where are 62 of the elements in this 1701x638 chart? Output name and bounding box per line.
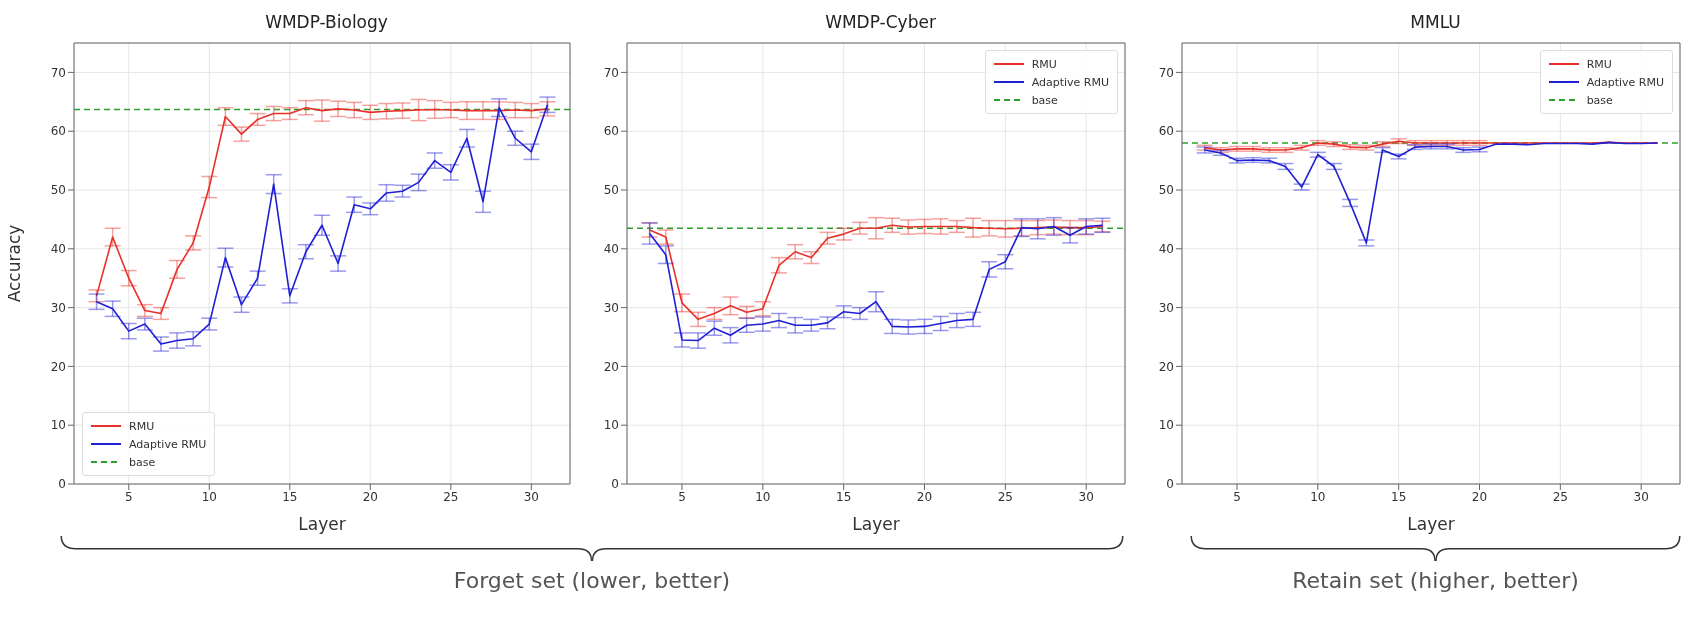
legend-label: Adaptive RMU — [1586, 75, 1664, 89]
y-tick-label: 0 — [58, 477, 66, 492]
y-tick-label: 30 — [1158, 300, 1174, 315]
legend-label: Adaptive RMU — [1031, 75, 1109, 89]
legend-label: RMU — [1031, 57, 1057, 71]
y-tick-label: 30 — [50, 300, 66, 315]
y-tick-label: 60 — [603, 124, 619, 139]
x-tick-label: 15 — [836, 489, 852, 504]
y-tick-label: 40 — [1158, 242, 1174, 257]
y-tick-label: 10 — [603, 418, 619, 433]
chart-title: WMDP-Biology — [264, 11, 389, 34]
x-tick-label: 25 — [443, 489, 459, 504]
x-tick-label: 25 — [997, 489, 1013, 504]
y-tick-label: 0 — [611, 477, 619, 492]
y-tick-label: 70 — [603, 65, 619, 80]
y-tick-label: 60 — [50, 124, 66, 139]
x-tick-label: 30 — [523, 489, 539, 504]
legend-label: base — [1031, 93, 1058, 107]
legend-label: RMU — [1586, 57, 1612, 71]
x-axis-title: Layer — [852, 514, 900, 534]
x-tick-label: 25 — [1552, 489, 1568, 504]
y-tick-label: 20 — [603, 359, 619, 374]
y-tick-label: 0 — [1166, 477, 1174, 492]
text: Forget set (lower, better) — [452, 568, 732, 593]
legend-label: base — [1586, 93, 1613, 107]
x-tick-label: 20 — [1471, 489, 1488, 504]
legend-label: Adaptive RMU — [129, 437, 207, 451]
y-tick-label: 50 — [50, 183, 66, 198]
y-tick-label: 20 — [50, 359, 66, 374]
x-tick-label: 5 — [124, 489, 133, 504]
y-tick-label: 50 — [1158, 183, 1174, 198]
y-tick-label: 60 — [1158, 124, 1174, 139]
y-tick-label: 40 — [50, 242, 66, 257]
x-tick-label: 10 — [1310, 489, 1326, 504]
legend-label: base — [129, 455, 156, 469]
y-tick-label: 70 — [1158, 65, 1174, 80]
y-tick-label: 50 — [603, 183, 619, 198]
x-tick-label: 5 — [678, 489, 686, 504]
y-axis-title: Accuracy — [4, 224, 25, 303]
chart-title: WMDP-Cyber — [824, 11, 937, 34]
y-tick-label: 10 — [1158, 418, 1174, 433]
x-tick-label: 5 — [1233, 489, 1241, 504]
x-tick-label: 20 — [916, 489, 933, 504]
y-tick-label: 40 — [603, 242, 619, 257]
x-tick-label: 30 — [1078, 489, 1094, 504]
x-tick-label: 10 — [755, 489, 771, 504]
x-tick-label: 30 — [1633, 489, 1649, 504]
y-tick-label: 70 — [50, 65, 66, 80]
x-axis-title: Layer — [298, 514, 346, 534]
legend-label: RMU — [129, 419, 155, 433]
line-series — [648, 224, 1104, 321]
x-tick-label: 15 — [1391, 489, 1407, 504]
line-series — [648, 224, 1104, 342]
y-tick-label: 10 — [50, 418, 66, 433]
y-tick-label: 20 — [1158, 359, 1174, 374]
y-tick-label: 30 — [603, 300, 619, 315]
x-tick-label: 15 — [282, 489, 298, 504]
x-tick-label: 10 — [201, 489, 217, 504]
chart-title: MMLU — [1409, 11, 1462, 34]
x-axis-title: Layer — [1407, 514, 1455, 534]
text: Retain set (higher, better) — [1291, 568, 1580, 593]
x-tick-label: 20 — [362, 489, 378, 504]
